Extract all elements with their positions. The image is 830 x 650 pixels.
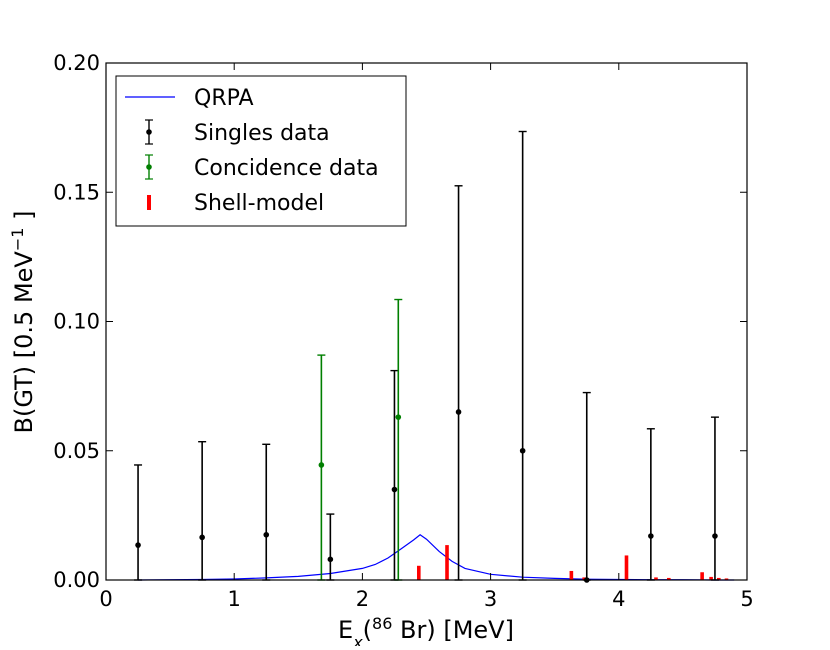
- singles-data-point: [712, 533, 718, 539]
- shell-model-bar: [666, 577, 671, 580]
- y-axis-label: B(GT) [0.5 MeV−1 ]: [8, 211, 39, 434]
- shell-model-bar: [569, 570, 574, 580]
- y-tick-label: 0.15: [53, 180, 100, 204]
- shell-model-bar: [624, 555, 629, 580]
- legend-label: Singles data: [194, 121, 330, 146]
- legend-shell-marker: [147, 195, 151, 210]
- coincidence-data-point: [395, 414, 402, 420]
- x-axis-label-part: E: [338, 616, 353, 644]
- shell-model-bar: [582, 577, 586, 580]
- singles-data-point: [391, 486, 398, 493]
- legend-label: Shell-model: [194, 191, 324, 216]
- x-tick-label: 1: [228, 587, 241, 611]
- shell-model-bar: [716, 577, 721, 580]
- shell-model-bar: [700, 572, 704, 580]
- y-tick-label: 0.05: [53, 439, 100, 463]
- x-axis-label-part: (: [363, 616, 372, 644]
- singles-data-point: [263, 531, 270, 538]
- x-axis-label-sup: 86: [372, 614, 392, 633]
- x-tick-label: 2: [356, 587, 369, 611]
- legend-singles-marker: [146, 129, 152, 135]
- x-tick-label: 0: [99, 587, 112, 611]
- legend-box: [115, 75, 407, 227]
- x-axis-label-sub: x: [352, 633, 363, 647]
- qrpa-line: [138, 534, 735, 581]
- shell-model-bar: [709, 576, 713, 580]
- x-axis-label: Ex(86 Br) [MeV]: [338, 614, 514, 647]
- singles-data-point: [199, 534, 205, 541]
- singles-data-point: [519, 447, 526, 454]
- y-tick-label: 0.00: [53, 568, 100, 592]
- y-axis-label-sup: −1: [8, 228, 27, 252]
- legend-label: QRPA: [194, 86, 254, 111]
- x-axis-label-part: Br) [MeV]: [392, 616, 514, 644]
- y-axis-label-part: ]: [10, 211, 38, 228]
- x-tick-label: 5: [740, 587, 753, 611]
- y-tick-label: 0.10: [53, 310, 100, 334]
- singles-data-point: [648, 533, 654, 539]
- shell-model-bar: [445, 545, 449, 580]
- legend-label: Concidence data: [194, 156, 379, 181]
- y-axis-label-part: B(GT) [0.5 MeV: [10, 251, 38, 434]
- singles-data-point: [327, 556, 334, 563]
- shell-model-bar: [417, 565, 421, 580]
- x-tick-label: 4: [612, 587, 625, 611]
- shell-model-bar: [724, 578, 729, 580]
- x-tick-label: 3: [484, 587, 497, 611]
- singles-data-point: [455, 409, 462, 415]
- coincidence-data-point: [318, 462, 325, 468]
- shell-model-bar: [654, 577, 658, 580]
- singles-data-point: [135, 542, 141, 548]
- y-tick-label: 0.20: [53, 51, 100, 75]
- legend-coincidence-marker: [146, 164, 152, 170]
